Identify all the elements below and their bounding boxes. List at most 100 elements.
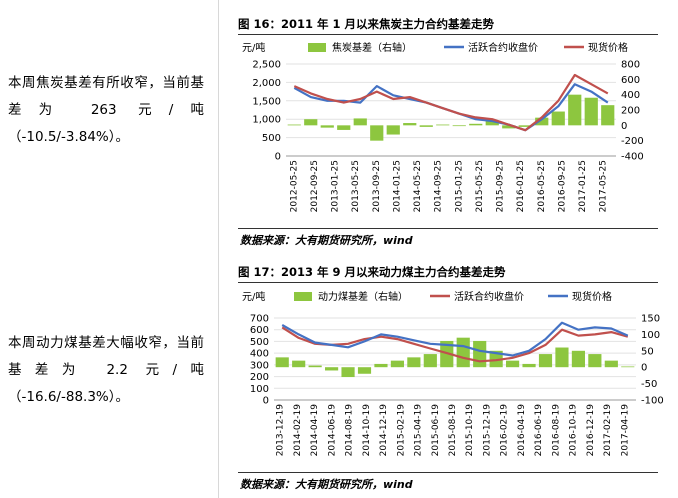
- chart1-xtick-1: 2012-09-25: [310, 160, 320, 212]
- chart1-basis-bar-1: [304, 119, 318, 126]
- chart1-xtick-5: 2014-01-25: [392, 160, 402, 212]
- chart2-ytick-left-2: 200: [250, 372, 269, 383]
- chart2-basis-bar-19: [588, 354, 602, 368]
- chart2-basis-bar-16: [538, 354, 553, 368]
- chart2-xtick-13: 2016-02-19: [500, 404, 510, 457]
- chart2-basis-bar-14: [506, 360, 520, 368]
- chart1-legend-swatch-0: [308, 43, 326, 52]
- chart1-ytick-right-1: -200: [621, 136, 644, 147]
- chart1-ytick-right-4: 400: [621, 90, 640, 101]
- chart2-xtick-1: 2014-02-19: [293, 404, 303, 457]
- chart1-legend-label-0: 焦炭基差（右轴）: [332, 41, 412, 54]
- chart2-basis-bar-15: [522, 363, 536, 368]
- chart2-xtick-7: 2015-02-19: [396, 404, 406, 457]
- chart1-basis-bar-0: [287, 124, 301, 126]
- chart1-basis-bar-2: [320, 125, 334, 128]
- chart1-source: 数据来源：大有期货研究所，wind: [240, 234, 413, 247]
- column-divider: [218, 0, 219, 498]
- chart2-xtick-10: 2015-08-19: [448, 404, 458, 457]
- chart2-title: 图 17：2013 年 9 月以来动力煤主力合约基差走势: [238, 265, 506, 279]
- chart2-basis-bar-6: [374, 363, 388, 368]
- chart2-basis-bar-3: [325, 367, 339, 371]
- chart1-basis-bar-16: [551, 111, 565, 126]
- chart2-ytick-right-3: 50: [641, 346, 654, 357]
- chart2-xtick-18: 2016-12-19: [586, 404, 596, 457]
- chart2-basis-bar-9: [423, 354, 437, 368]
- chart2-title-rule: [238, 282, 658, 283]
- chart2-basis-bar-20: [604, 360, 618, 368]
- chart2-basis-bar-5: [357, 367, 372, 374]
- chart2-basis-bar-2: [308, 365, 322, 368]
- chart1-xtick-12: 2016-05-25: [537, 160, 547, 212]
- chart2-bottom-rule: [238, 472, 658, 473]
- chart1-bottom-rule: [238, 228, 658, 229]
- chart1-basis-bar-4: [353, 118, 367, 126]
- chart1-basis-bar-15: [535, 117, 549, 126]
- chart1-xtick-0: 2012-05-25: [289, 160, 299, 212]
- chart2-basis-bar-0: [275, 357, 289, 368]
- chart2-ytick-right-5: 150: [641, 314, 660, 325]
- chart1-ytick-right-5: 600: [621, 75, 640, 86]
- chart2-xtick-4: 2014-08-19: [345, 404, 355, 457]
- chart1-ytick-left-2: 1,000: [252, 115, 281, 126]
- chart2-legend-label-1: 活跃合约收盘价: [454, 290, 524, 303]
- chart2-xtick-3: 2014-06-19: [327, 404, 337, 457]
- chart2-xtick-17: 2016-10-19: [569, 404, 579, 457]
- chart2-basis-bar-1: [292, 360, 306, 368]
- chart2-xtick-20: 2017-04-19: [620, 404, 630, 457]
- chart2-left-axis-unit: 元/吨: [242, 290, 265, 303]
- chart2-ytick-left-0: 0: [263, 396, 269, 407]
- chart1-series-line-2: [293, 73, 609, 132]
- chart2-xtick-6: 2014-12-19: [379, 404, 389, 457]
- chart2-ytick-right-2: 0: [641, 363, 647, 374]
- chart2-ytick-right-0: -100: [641, 396, 664, 407]
- chart1-ytick-right-0: -400: [621, 152, 644, 163]
- chart2-xtick-15: 2016-06-19: [534, 404, 544, 457]
- chart1-ytick-left-3: 1,500: [252, 96, 281, 107]
- chart1-basis-bar-10: [452, 125, 466, 127]
- chart2-basis-bar-13: [489, 350, 503, 368]
- chart1-ytick-right-2: 0: [621, 121, 627, 132]
- chart2-basis-bar-21: [621, 366, 635, 368]
- chart1-title: 图 16：2011 年 1 月以来焦炭主力合约基差走势: [238, 17, 495, 31]
- chart2-ytick-left-5: 500: [250, 337, 269, 348]
- chart1-basis-bar-8: [419, 125, 433, 127]
- chart2-legend-swatch-0: [294, 292, 312, 301]
- chart1-ytick-left-4: 2,000: [252, 78, 281, 89]
- chart2-basis-bar-8: [407, 357, 421, 368]
- chart2-xtick-9: 2015-06-19: [431, 404, 441, 457]
- chart2-xtick-2: 2014-04-19: [310, 404, 320, 457]
- chart2-ytick-right-1: -50: [641, 379, 657, 390]
- chart1-legend-label-1: 活跃合约收盘价: [468, 41, 538, 54]
- chart1-xtick-6: 2014-05-25: [413, 160, 423, 212]
- chart2-ytick-right-4: 100: [641, 330, 660, 341]
- thermal-coal-basis-chart: 0100200300400500600700-100-50050100150元/…: [242, 290, 664, 457]
- chart1-xtick-11: 2016-01-25: [516, 160, 526, 212]
- chart2-basis-bar-18: [571, 350, 585, 368]
- chart1-basis-bar-7: [403, 123, 417, 126]
- coke-basis-chart: 0 500 1,000 1,500 2,000 2,500 -400 -200 0 200 400 6…: [242, 41, 644, 212]
- chart2-xtick-5: 2014-10-19: [362, 404, 372, 457]
- commentary-coke: 本周焦炭基差有所收窄，当前基差为 263 元/吨（-10.5/-3.84%）。: [8, 75, 204, 145]
- chart1-xtick-3: 2013-05-25: [351, 160, 361, 212]
- chart2-xtick-19: 2017-02-19: [603, 404, 613, 457]
- chart1-xtick-10: 2015-09-25: [496, 160, 506, 212]
- chart2-xtick-0: 2013-12-19: [276, 404, 286, 457]
- chart1-xtick-4: 2013-09-25: [372, 160, 382, 212]
- chart2-xtick-11: 2015-10-19: [465, 404, 475, 457]
- chart1-xtick-15: 2017-05-25: [599, 160, 609, 212]
- chart1-basis-bar-3: [337, 125, 351, 130]
- chart2-series-line-1: [281, 326, 629, 363]
- chart1-basis-bar-18: [584, 97, 598, 126]
- chart1-ytick-right-3: 200: [621, 106, 640, 117]
- chart2-source: 数据来源：大有期货研究所，wind: [240, 478, 413, 491]
- chart2-ytick-left-7: 700: [250, 314, 269, 325]
- chart2-basis-bar-12: [473, 340, 487, 368]
- chart1-basis-bar-6: [386, 125, 400, 135]
- chart2-ytick-left-3: 300: [250, 360, 269, 371]
- chart2-ytick-left-4: 400: [250, 349, 269, 360]
- chart1-left-axis-unit: 元/吨: [242, 41, 265, 54]
- chart1-xtick-14: 2017-01-25: [578, 160, 588, 212]
- chart2-legend-label-2: 现货价格: [572, 290, 612, 303]
- chart1-xtick-2: 2013-01-25: [331, 160, 341, 212]
